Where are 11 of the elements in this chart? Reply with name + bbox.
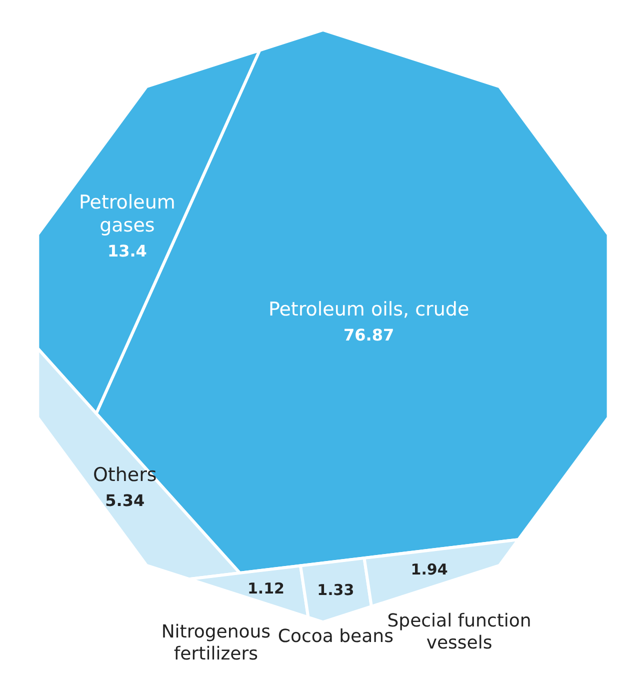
data-label: 1.33 xyxy=(317,580,354,599)
data-label: 1.94 xyxy=(410,560,448,579)
category-label: Others xyxy=(92,464,157,486)
data-label: 5.34 xyxy=(105,491,145,510)
category-label: Petroleum oils, crude xyxy=(268,298,470,321)
category-label: Cocoa beans xyxy=(278,626,394,647)
category-label: Petroleum gases xyxy=(78,191,176,236)
data-label: 76.87 xyxy=(344,326,394,345)
category-label: Nitrogenous fertilizers xyxy=(161,621,271,664)
data-label: 13.4 xyxy=(107,241,147,260)
data-label: 1.12 xyxy=(247,579,284,598)
